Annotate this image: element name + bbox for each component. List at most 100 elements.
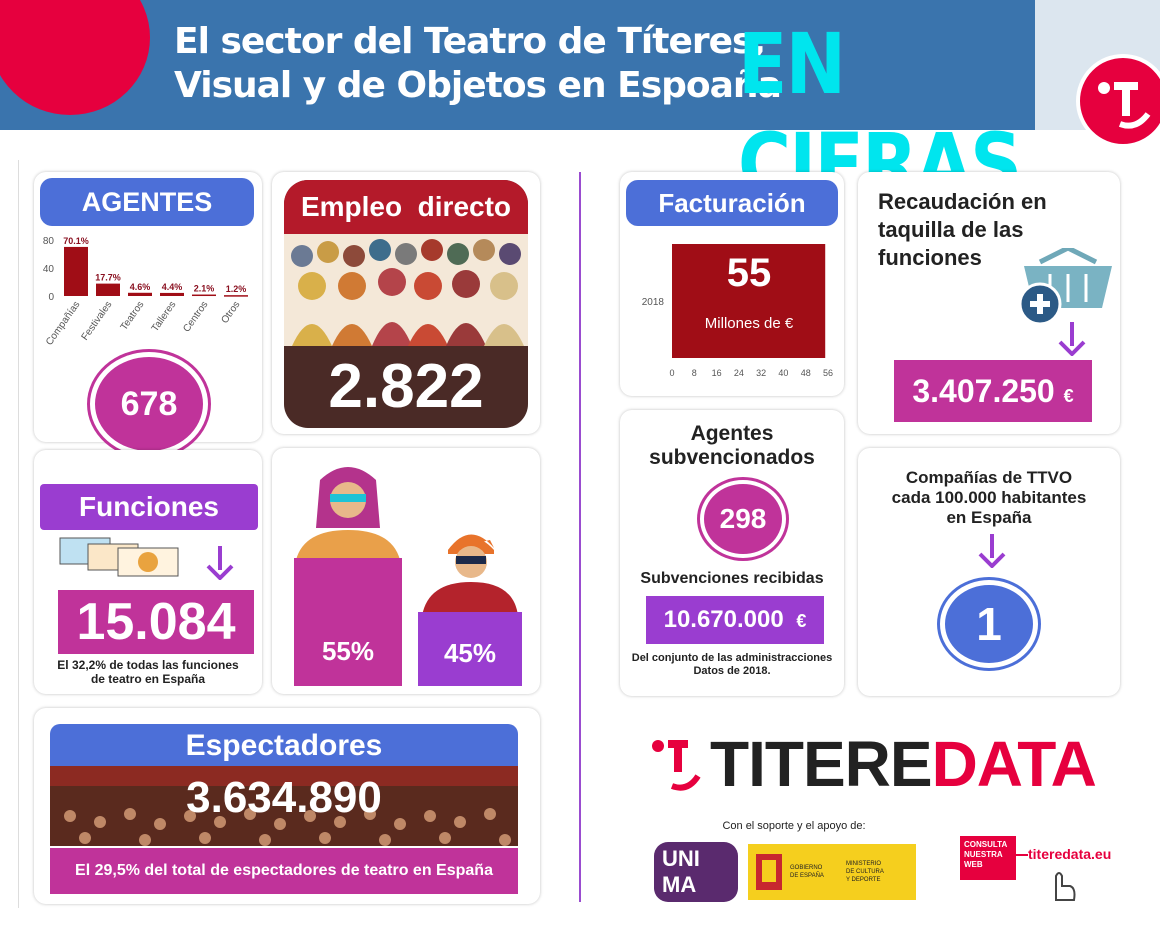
link-connector bbox=[1016, 854, 1028, 856]
subvencionados-title: Agentes subvencionados bbox=[620, 422, 844, 470]
ministerio-logo: GOBIERNO DE ESPAÑA MINISTERIO DE CULTURA… bbox=[748, 844, 916, 900]
support-text: Con el soporte y el apoyo de: bbox=[722, 820, 866, 832]
recaudacion-title: Recaudación en taquilla de las funciones bbox=[878, 188, 1047, 272]
gobierno-line-1: GOBIERNO bbox=[790, 865, 823, 871]
arrow-down-icon bbox=[978, 534, 1006, 568]
recaudacion-line-2: taquilla de las bbox=[878, 217, 1024, 242]
ministerio-line-3: Y DEPORTE bbox=[846, 877, 881, 883]
agentes-label: AGENTES bbox=[40, 178, 254, 226]
agentes-category-label: Compañías bbox=[44, 299, 82, 347]
outer-border bbox=[18, 160, 19, 908]
subvenciones-note-line-2: Datos de 2018. bbox=[693, 665, 771, 677]
agentes-data-label: 4.4% bbox=[162, 282, 183, 292]
consulta-line-3: WEB bbox=[964, 860, 983, 869]
recaudacion-line-1: Recaudación en bbox=[878, 189, 1047, 214]
agentes-category-label: Centros bbox=[181, 299, 210, 334]
facturacion-card: Facturación 2018 0 8 16 24 32 40 48 56 55 Millon… bbox=[620, 172, 844, 396]
page-title: El sector del Teatro de Títeres, Visual … bbox=[174, 20, 782, 108]
facturacion-xtick: 24 bbox=[734, 368, 744, 378]
audience-photo: 3.634.890 bbox=[50, 766, 518, 846]
agentes-bar bbox=[96, 283, 120, 296]
funciones-card: Funciones 15.084 El 32,2% de todas las f… bbox=[34, 450, 262, 694]
companias-card: Compañías de TTVO cada 100.000 habitante… bbox=[858, 448, 1120, 696]
facturacion-label: Facturación bbox=[626, 180, 838, 226]
agentes-data-label: 2.1% bbox=[194, 284, 215, 294]
unima-bottom: MA bbox=[662, 872, 697, 897]
subvenciones-amount-box: 10.670.000 € bbox=[646, 596, 824, 644]
arrow-down-icon bbox=[1058, 322, 1086, 356]
titeredata-wordmark: TITEREDATA bbox=[710, 728, 1097, 800]
agentes-card: AGENTES 0 40 80 70.1% Compañías 17.7% Festival… bbox=[34, 172, 262, 456]
agentes-ytick: 0 bbox=[48, 292, 54, 303]
empleo-value: 2.822 bbox=[328, 352, 484, 421]
agentes-bar bbox=[224, 295, 248, 297]
plus-icon bbox=[1018, 282, 1062, 326]
agentes-category-label: Talleres bbox=[150, 299, 179, 334]
agentes-data-label: 17.7% bbox=[95, 273, 121, 283]
funciones-value: 15.084 bbox=[58, 590, 254, 654]
subvencionados-card: Agentes subvencionados 298 Subvenciones … bbox=[620, 410, 844, 696]
companias-line-3: en España bbox=[946, 508, 1032, 527]
gobierno-text: GOBIERNO DE ESPAÑA bbox=[790, 864, 842, 880]
espectadores-label: Espectadores bbox=[50, 724, 518, 768]
facturacion-bar bbox=[672, 244, 826, 358]
subvenciones-amount: 10.670.000 bbox=[663, 606, 784, 633]
agentes-bar bbox=[64, 246, 88, 296]
subvenciones-label: Subvenciones recibidas bbox=[640, 570, 824, 587]
agentes-bar bbox=[128, 292, 152, 296]
espectadores-value: 3.634.890 bbox=[186, 773, 382, 822]
facturacion-value: 55 bbox=[726, 251, 772, 295]
recaudacion-currency: € bbox=[1063, 386, 1074, 406]
tickets-icon bbox=[59, 537, 179, 577]
title-line-2: Visual y de Objetos en Espoaña bbox=[174, 65, 782, 106]
espectadores-card: Espectadores 3.634.890 El 29,5% del tota… bbox=[34, 708, 540, 904]
en-cifras-heading: EN CIFRAS bbox=[738, 15, 1022, 213]
subvencionados-line-1: Agentes bbox=[690, 422, 774, 445]
agentes-ytick: 80 bbox=[43, 236, 55, 247]
titeredata-logo-icon bbox=[1076, 54, 1160, 148]
wordmark-red: DATA bbox=[931, 728, 1097, 800]
subvenciones-note: Del conjunto de las administracciones Da… bbox=[620, 652, 844, 678]
agentes-total: 678 bbox=[90, 352, 208, 456]
funciones-note-line-2: de teatro en España bbox=[90, 672, 206, 686]
female-figure-icon bbox=[296, 467, 400, 560]
consulta-web-badge: CONSULTA NUESTRA WEB bbox=[960, 836, 1016, 880]
empleo-label: Empleo directo bbox=[284, 180, 528, 234]
wordmark-dark: TITERE bbox=[710, 728, 933, 800]
subvenciones-currency: € bbox=[796, 611, 807, 631]
companias-value: 1 bbox=[940, 580, 1038, 668]
companias-line-2: cada 100.000 habitantes bbox=[891, 488, 1087, 507]
female-percent: 55% bbox=[294, 558, 402, 686]
agentes-bar bbox=[160, 292, 184, 296]
agentes-data-label: 1.2% bbox=[226, 284, 247, 294]
facturacion-xtick: 48 bbox=[801, 368, 811, 378]
titeredata-mark-icon bbox=[652, 740, 701, 791]
facturacion-unit: Millones de € bbox=[704, 315, 794, 332]
agentes-category-label: Festivales bbox=[80, 299, 115, 342]
male-percent: 45% bbox=[418, 612, 522, 686]
funciones-label: Funciones bbox=[40, 484, 258, 530]
agentes-bar bbox=[192, 294, 216, 297]
titeredata-link[interactable]: titeredata.eu bbox=[1028, 846, 1112, 862]
coat-of-arms-icon bbox=[756, 854, 782, 890]
recaudacion-line-3: funciones bbox=[878, 245, 982, 270]
male-figure-icon bbox=[422, 534, 518, 616]
agentes-bar-chart: 0 40 80 70.1% Compañías 17.7% Festivales 4.6% Te… bbox=[43, 236, 248, 348]
subvencionados-count: 298 bbox=[700, 480, 786, 558]
consulta-line-1: CONSULTA bbox=[964, 840, 1008, 849]
agentes-data-label: 4.6% bbox=[130, 282, 151, 292]
genero-card: 55% 45% bbox=[272, 448, 540, 694]
crowd-icon bbox=[284, 234, 528, 346]
subvencionados-line-2: subvencionados bbox=[649, 446, 815, 469]
facturacion-category-label: 2018 bbox=[642, 297, 665, 308]
funciones-note-line-1: El 32,2% de todas las funciones bbox=[57, 658, 239, 672]
agentes-category-label: Teatros bbox=[119, 299, 147, 332]
pointer-hand-icon bbox=[1055, 872, 1076, 901]
unima-top: UNI bbox=[662, 846, 700, 871]
agentes-category-label: Otros bbox=[219, 299, 242, 325]
brand-card: TITEREDATA Con el soporte y el apoyo de:… bbox=[620, 710, 1120, 906]
empleo-panel: Empleo directo 2.822 bbox=[284, 180, 528, 428]
consulta-line-2: NUESTRA bbox=[964, 850, 1003, 859]
facturacion-xtick: 56 bbox=[823, 368, 833, 378]
facturacion-xtick: 32 bbox=[756, 368, 766, 378]
